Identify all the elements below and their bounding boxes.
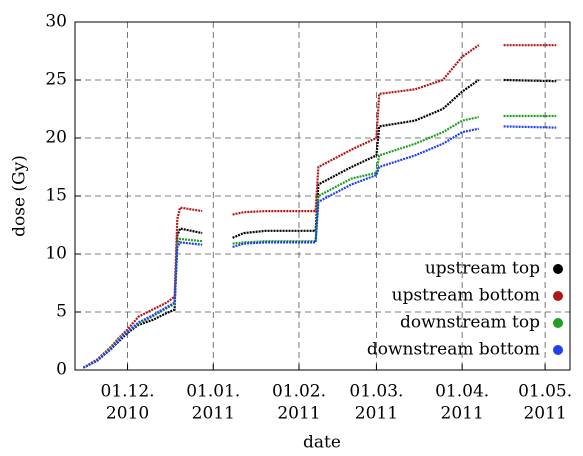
x-tick-label: 01.01. — [186, 382, 240, 402]
x-axis-label: date — [303, 433, 341, 453]
legend-marker — [553, 264, 563, 274]
legend-label: downstream top — [400, 313, 540, 333]
legend-label: upstream top — [425, 259, 540, 279]
series-line — [82, 125, 557, 369]
y-tick-label: 30 — [45, 12, 67, 32]
legend-marker — [553, 318, 563, 328]
x-tick-label: 01.04. — [435, 382, 489, 402]
x-tick-label: 2011 — [192, 404, 235, 424]
y-tick-label: 20 — [45, 128, 67, 148]
x-tick-label: 01.05. — [518, 382, 572, 402]
y-tick-label: 10 — [45, 244, 67, 264]
y-tick-label: 0 — [56, 360, 67, 380]
plot-frame — [74, 21, 571, 371]
x-tick-label: 01.02. — [272, 382, 326, 402]
x-tick-label: 2010 — [106, 404, 149, 424]
legend-label: upstream bottom — [392, 286, 540, 306]
legend-marker — [553, 291, 563, 301]
x-tick-label: 01.12. — [101, 382, 155, 402]
x-tick-label: 2011 — [441, 404, 484, 424]
y-tick-label: 25 — [45, 70, 67, 90]
y-tick-label: 5 — [56, 302, 67, 322]
y-tick-label: 15 — [45, 186, 67, 206]
x-tick-label: 2011 — [523, 404, 566, 424]
x-tick-label: 2011 — [277, 404, 320, 424]
legend-label: downstream bottom — [367, 340, 540, 360]
legend-marker — [553, 345, 563, 355]
x-tick-label: 01.03. — [349, 382, 403, 402]
x-tick-label: 2011 — [355, 404, 398, 424]
y-axis-label: dose (Gy) — [10, 155, 30, 237]
